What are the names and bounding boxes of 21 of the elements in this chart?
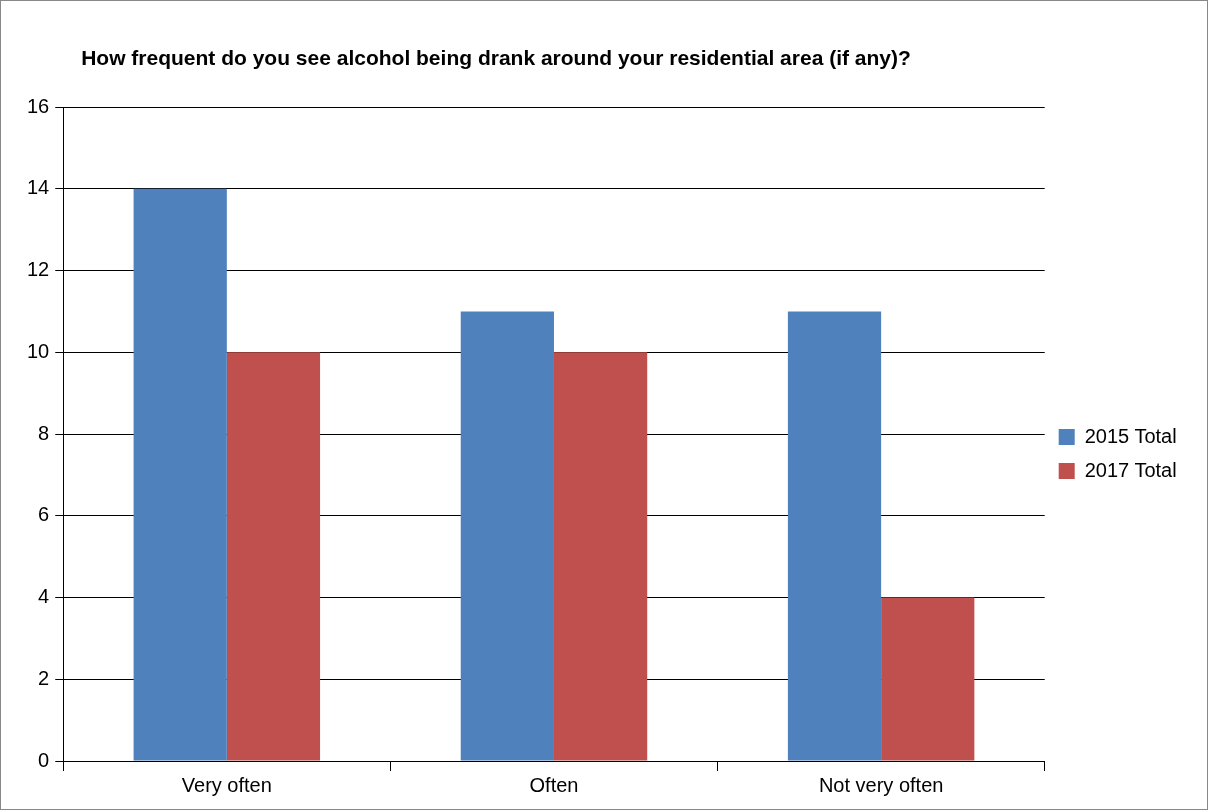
x-tick-label: Often	[529, 773, 579, 796]
bar	[226, 352, 321, 761]
y-tick-label: 6	[38, 503, 50, 526]
x-tick-label: Very often	[181, 773, 272, 796]
legend-label: 2015 Total	[1084, 424, 1177, 447]
chart-title: How frequent do you see alcohol being drank around your residential area (if any)?	[80, 45, 912, 71]
y-tick-label: 14	[27, 176, 50, 199]
y-tick-label: 16	[27, 94, 50, 117]
legend-label: 2017 Total	[1084, 458, 1177, 481]
bar	[881, 597, 975, 761]
bar	[787, 311, 882, 761]
bar	[133, 188, 227, 761]
y-tick-label: 4	[38, 585, 50, 608]
y-tick-label: 8	[38, 421, 50, 444]
bar	[460, 311, 554, 761]
bar	[553, 352, 648, 761]
y-tick-label: 0	[38, 748, 50, 771]
y-tick-label: 10	[27, 339, 50, 362]
y-tick-label: 2	[38, 666, 50, 689]
x-tick-label: Not very often	[818, 773, 944, 796]
y-tick-label: 12	[27, 258, 50, 281]
